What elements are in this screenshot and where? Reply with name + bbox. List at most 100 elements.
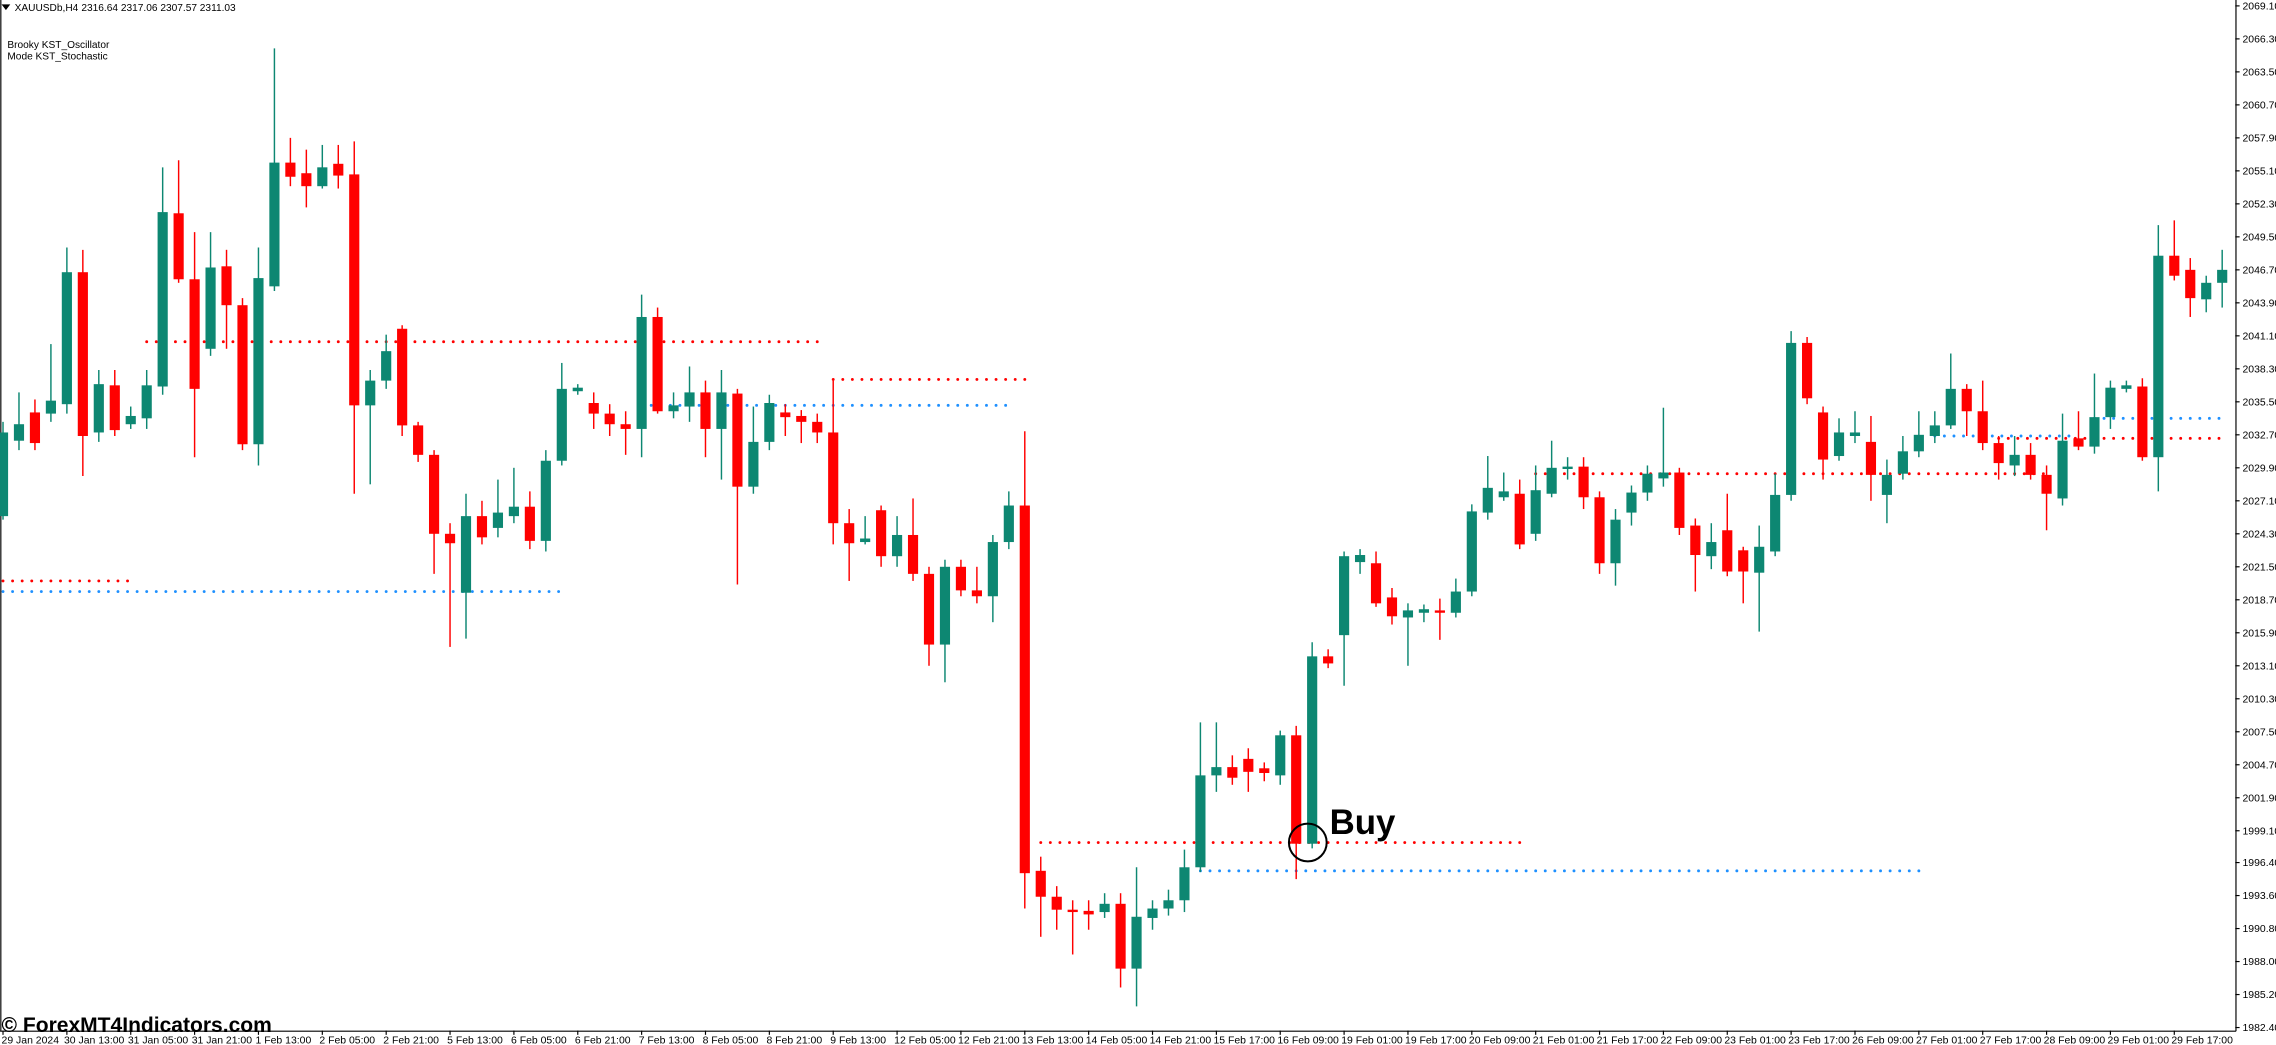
y-tick-label: 2057.90 <box>2243 133 2276 144</box>
x-tick-label: 19 Feb 01:00 <box>1341 1036 1403 1045</box>
x-tick-label: 14 Feb 21:00 <box>1150 1036 1212 1045</box>
y-tick-label: 1993.60 <box>2243 891 2276 902</box>
x-tick-label: 29 Feb 17:00 <box>2171 1036 2233 1045</box>
y-tick-label: 2069.10 <box>2243 2 2276 13</box>
candle-body <box>29 412 41 444</box>
candle-body <box>1865 441 1877 475</box>
candle-body <box>796 415 807 422</box>
y-tick-label: 2013.10 <box>2243 661 2276 672</box>
x-tick-label: 31 Jan 05:00 <box>128 1036 189 1045</box>
x-tick-label: 29 Jan 2024 <box>2 1036 60 1045</box>
x-tick-label: 31 Jan 21:00 <box>192 1036 253 1045</box>
candle-body <box>860 538 871 543</box>
candle-body <box>1067 909 1078 913</box>
candle-body <box>476 516 488 538</box>
candle-body <box>413 425 424 455</box>
candle-body <box>285 162 296 177</box>
y-tick-label: 2018.70 <box>2243 595 2276 606</box>
candle-body <box>141 385 152 419</box>
candle-body <box>1418 609 1430 613</box>
candle-body <box>828 432 839 524</box>
y-tick-label: 2043.90 <box>2243 298 2276 309</box>
candle-body <box>620 424 631 429</box>
candle-body <box>588 403 599 414</box>
y-tick-label: 2032.70 <box>2243 430 2276 441</box>
candle-body <box>397 328 408 426</box>
candle-body <box>1929 425 1940 436</box>
candle-body <box>2121 385 2132 389</box>
candle-body <box>1690 525 1701 556</box>
candle-body <box>604 413 615 425</box>
candle-body <box>844 523 855 544</box>
candle-body <box>237 305 248 445</box>
candle-body <box>1402 610 1414 618</box>
candle-body <box>1594 497 1605 564</box>
chart-title: XAUUSDb,H4 <box>15 3 79 14</box>
candle-body <box>1993 443 2004 464</box>
candle-body <box>1051 896 1062 910</box>
candle-body <box>1530 490 1541 534</box>
candle-body <box>1099 903 1110 913</box>
candle-body <box>381 351 392 381</box>
candle-body <box>1275 735 1286 776</box>
x-tick-label: 16 Feb 09:00 <box>1277 1036 1339 1045</box>
candle-body <box>2073 438 2084 447</box>
candle-body <box>1339 556 1350 636</box>
y-tick-label: 2015.90 <box>2243 628 2276 639</box>
candle-body <box>1833 432 1845 457</box>
y-tick-label: 2021.50 <box>2243 562 2276 573</box>
candle-body <box>1610 519 1621 564</box>
chart-subtitle: 2316.64 2317.06 2307.57 2311.03 <box>81 3 236 14</box>
symbol-arrow <box>1 4 11 11</box>
x-tick-label: 5 Feb 13:00 <box>447 1036 503 1045</box>
candle-body <box>524 506 535 541</box>
candle-body <box>987 542 998 597</box>
candle-body <box>540 460 551 541</box>
candle-body <box>77 272 88 436</box>
candle-body <box>2025 454 2036 475</box>
candle-body <box>1211 767 1222 776</box>
candle-body <box>2009 454 2020 466</box>
candle-body <box>1323 656 1334 664</box>
candle-body <box>157 212 168 387</box>
candle-body <box>460 516 472 593</box>
candle-body <box>1849 432 1861 436</box>
x-tick-label: 19 Feb 17:00 <box>1405 1036 1467 1045</box>
candle-body <box>1817 412 1829 460</box>
candle-body <box>1291 735 1302 844</box>
y-tick-label: 2038.30 <box>2243 364 2276 375</box>
candle-body <box>1243 758 1254 772</box>
candle-body <box>1259 768 1270 774</box>
candle-body <box>1881 474 1892 495</box>
candle-body <box>572 387 583 392</box>
y-tick-label: 2035.50 <box>2243 397 2276 408</box>
candle-body <box>301 173 312 187</box>
candle-body <box>173 213 184 280</box>
candle-body <box>2217 269 2228 283</box>
y-tick-label: 2024.30 <box>2243 529 2276 540</box>
x-tick-label: 12 Feb 05:00 <box>894 1036 956 1045</box>
y-tick-label: 2004.70 <box>2243 760 2276 771</box>
x-tick-label: 13 Feb 13:00 <box>1022 1036 1084 1045</box>
x-tick-label: 27 Feb 01:00 <box>1916 1036 1978 1045</box>
y-tick-label: 2027.10 <box>2243 496 2276 507</box>
candle-body <box>732 393 743 487</box>
y-tick-label: 2010.30 <box>2243 694 2276 705</box>
x-tick-label: 8 Feb 05:00 <box>703 1036 759 1045</box>
candle-body <box>1434 610 1445 613</box>
candle-body <box>1977 411 1988 444</box>
candle-body <box>2041 474 2052 494</box>
candle-body <box>13 424 25 441</box>
candle-body <box>1897 451 1908 474</box>
y-tick-label: 2060.70 <box>2243 101 2276 112</box>
candle-body <box>1386 597 1398 617</box>
x-tick-label: 9 Feb 13:00 <box>830 1036 886 1045</box>
candle-body <box>189 279 200 389</box>
candle-body <box>1147 908 1158 918</box>
annotation-label: Buy <box>1330 803 1396 842</box>
candle-body <box>1674 472 1685 528</box>
candle-body <box>812 421 823 433</box>
y-tick-label: 1996.40 <box>2243 858 2276 869</box>
